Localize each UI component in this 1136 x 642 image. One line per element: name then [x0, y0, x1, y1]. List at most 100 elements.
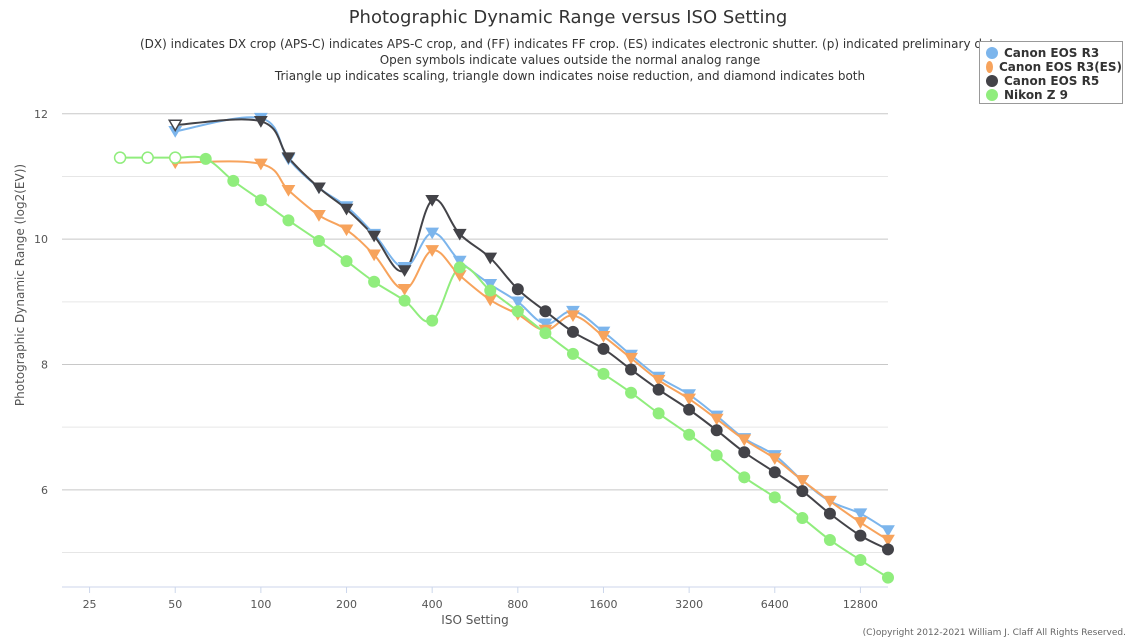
data-point-circle	[796, 512, 809, 525]
x-axis-label: ISO Setting	[441, 613, 509, 627]
data-point-triangle-down	[853, 508, 868, 521]
data-point-circle	[368, 275, 381, 288]
data-point-triangle-down	[253, 158, 268, 171]
data-point-circle	[453, 261, 466, 274]
data-point-circle	[227, 174, 240, 187]
x-tick-label: 800	[507, 598, 528, 611]
data-point-circle	[768, 491, 781, 504]
legend-symbol	[986, 75, 998, 87]
legend-label: Canon EOS R3(ES)	[998, 60, 1122, 74]
data-point-triangle-down	[566, 310, 580, 323]
subtitle-line-2: Open symbols indicate values outside the…	[379, 53, 761, 67]
data-point-triangle-down	[823, 495, 837, 508]
x-tick-label: 400	[422, 598, 443, 611]
data-point-circle	[511, 283, 524, 296]
data-point-circle	[683, 403, 696, 416]
x-tick-label: 3200	[675, 598, 703, 611]
chart-legend: Canon EOS R3 Canon EOS R3(ES) Canon EOS …	[979, 41, 1123, 104]
data-point-triangle-down	[510, 296, 525, 309]
data-point-circle	[882, 571, 894, 584]
data-point-circle	[823, 533, 836, 546]
data-point-circle	[426, 314, 439, 327]
subtitle-line-3: Triangle up indicates scaling, triangle …	[274, 69, 866, 83]
data-point-circle	[710, 449, 723, 462]
data-point-triangle-down	[483, 294, 498, 307]
data-point-triangle-down	[339, 224, 354, 237]
y-tick-label: 10	[34, 233, 48, 246]
data-point-triangle-down	[881, 525, 895, 537]
data-point-triangle-down	[339, 203, 354, 216]
data-point-triangle-down	[281, 184, 296, 197]
x-tick-label: 100	[250, 598, 271, 611]
y-tick-label: 6	[41, 484, 48, 497]
series-line-canon-eos-r3-es	[175, 160, 888, 541]
data-point-triangle-down	[737, 434, 752, 447]
data-point-circle	[566, 347, 579, 360]
data-point-triangle-down	[425, 194, 440, 207]
x-tick-label: 6400	[761, 598, 789, 611]
data-point-triangle-down	[709, 413, 724, 426]
data-point-circle	[168, 151, 182, 164]
data-point-circle	[597, 367, 610, 380]
data-point-circle	[683, 428, 696, 441]
data-point-circle	[484, 284, 497, 297]
x-tick-label: 200	[336, 598, 357, 611]
data-point-triangle-down	[767, 453, 782, 465]
data-point-circle	[882, 543, 894, 556]
data-point-circle	[652, 383, 665, 396]
data-point-circle	[625, 363, 638, 376]
data-point-circle	[625, 386, 638, 399]
data-point-circle	[738, 446, 751, 459]
data-point-triangle-down	[795, 475, 810, 487]
copyright-credit: (C)opyright 2012-2021 William J. Claff A…	[862, 628, 1126, 638]
legend-label: Nikon Z 9	[1004, 88, 1069, 102]
data-point-circle	[652, 407, 665, 420]
legend-item-canon-eos-r5[interactable]: Canon EOS R5	[986, 74, 1122, 88]
data-point-triangle-down	[167, 119, 183, 132]
data-point-triangle-down	[596, 330, 611, 343]
data-point-triangle-down	[682, 393, 697, 406]
data-point-circle	[113, 151, 127, 164]
legend-item-canon-eos-r3-es[interactable]: Canon EOS R3(ES)	[986, 60, 1122, 74]
data-point-triangle-down	[651, 374, 666, 387]
data-point-circle	[254, 194, 267, 207]
x-tick-label: 1600	[589, 598, 617, 611]
data-point-circle	[199, 152, 212, 165]
data-point-triangle-down	[881, 534, 895, 547]
data-point-triangle-down	[853, 517, 868, 529]
data-point-triangle-down	[367, 249, 381, 262]
data-point-circle	[511, 305, 524, 318]
data-point-triangle-down	[425, 227, 440, 240]
y-axis-label: Photographic Dynamic Range (log2(EV))	[13, 163, 27, 407]
legend-item-canon-eos-r3[interactable]: Canon EOS R3	[986, 46, 1122, 60]
data-point-circle	[340, 255, 353, 268]
data-point-triangle-down	[312, 210, 326, 222]
data-point-triangle-down	[281, 152, 296, 165]
data-point-circle	[854, 529, 867, 542]
data-point-circle	[141, 151, 154, 164]
chart-subtitle: (DX) indicates DX crop (APS-C) indicates…	[140, 36, 1001, 84]
legend-label: Canon EOS R3	[1004, 46, 1100, 60]
data-point-triangle-down	[538, 318, 553, 331]
y-tick-label: 12	[34, 108, 48, 121]
data-point-circle	[597, 342, 610, 355]
data-point-triangle-down	[397, 283, 412, 296]
data-point-triangle-down	[483, 252, 498, 265]
data-point-triangle-down	[624, 352, 638, 365]
data-point-circle	[768, 466, 781, 479]
data-point-triangle-down	[367, 230, 381, 243]
data-point-circle	[398, 294, 411, 307]
data-point-circle	[854, 554, 867, 567]
data-point-triangle-down	[452, 228, 467, 241]
x-tick-label: 50	[168, 598, 182, 611]
data-point-circle	[796, 485, 809, 498]
data-point-circle	[312, 235, 325, 248]
data-point-triangle-down	[312, 182, 326, 195]
series-line-nikon-z9	[120, 155, 888, 579]
legend-symbol	[986, 47, 998, 59]
x-tick-label: 12800	[843, 598, 878, 611]
data-point-circle	[566, 325, 579, 338]
data-point-triangle-down	[425, 245, 440, 257]
legend-item-nikon-z9[interactable]: Nikon Z 9	[986, 88, 1122, 102]
data-point-circle	[710, 424, 723, 437]
